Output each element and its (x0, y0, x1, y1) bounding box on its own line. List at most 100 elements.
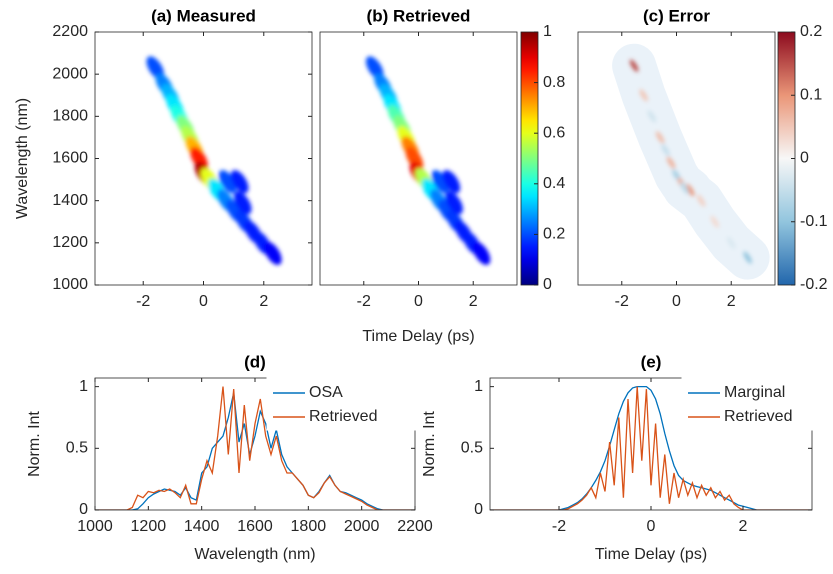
heat-cell (442, 170, 461, 194)
heat-cell (696, 194, 706, 207)
heat-cell (655, 131, 665, 144)
heatmap (612, 43, 770, 280)
x-tick-label: -2 (136, 293, 150, 310)
x-tick-label: 2000 (344, 518, 380, 535)
y-tick-label: 1 (79, 378, 88, 395)
y-axis-label: Norm. Int (26, 411, 43, 477)
legend: OSA Retrieved (266, 377, 416, 431)
heat-cell (472, 241, 491, 265)
y-tick-label: 1000 (52, 276, 88, 293)
lines (490, 385, 812, 510)
legend: Marginal Retrieved (681, 377, 813, 431)
series-line (95, 392, 415, 510)
panel: 0 0.2 0.4 0.6 0.8 1 -2 0 2 (b) Retrieved Time Dela… (319, 6, 565, 345)
colorbar-tick-label: 1 (543, 23, 552, 40)
x-axis-label: Time Delay (ps) (595, 546, 707, 563)
colorbar-tick-label: 0 (543, 276, 552, 293)
heat-cell (743, 251, 752, 264)
y-axis-label: Wavelength (nm) (14, 98, 31, 219)
heat-cell (263, 241, 282, 265)
panel-title: (b) Retrieved (367, 6, 471, 25)
heat-cell (661, 143, 670, 157)
y-axis-label: Norm. Int (421, 411, 438, 477)
legend-label: Marginal (724, 384, 785, 401)
panel: 1000 1200 1400 1600 1800 2000 2200 0 0.5 1 (d) Wave… (26, 352, 433, 563)
series-line (490, 385, 812, 510)
colorbar (520, 31, 539, 286)
colorbar-tick-label: -0.1 (800, 213, 828, 230)
x-axis-label: Wavelength (nm) (194, 546, 315, 563)
heatmap (365, 56, 491, 265)
heat-cell (647, 110, 657, 123)
x-tick-label: 0 (647, 518, 656, 535)
heat-cell (445, 191, 463, 215)
heat-cell (629, 59, 639, 72)
x-tick-label: 0 (414, 293, 423, 310)
heat-cell (666, 156, 676, 169)
panel-title: (c) Error (643, 6, 710, 25)
heat-cell (218, 170, 237, 194)
heat-cell (639, 89, 648, 102)
colorbar-tick-label: 0.8 (543, 74, 565, 91)
x-tick-label: -2 (615, 293, 629, 310)
x-tick-label: -2 (357, 293, 371, 310)
x-tick-label: 0 (672, 293, 681, 310)
panel: -2 0 2 0 0.5 1 (e) Time Delay (ps) Norm. Int Marg… (421, 352, 813, 563)
x-tick-label: 2 (739, 518, 748, 535)
y-tick-label: 0 (79, 501, 88, 518)
colorbar-tick-label: 0.2 (543, 226, 565, 243)
x-tick-label: 2200 (397, 518, 433, 535)
y-tick-label: 0.5 (461, 440, 483, 457)
x-tick-label: 1000 (77, 518, 113, 535)
colorbar-tick-label: -0.2 (800, 276, 828, 293)
y-tick-label: 1 (474, 378, 483, 395)
panel-title: (e) (641, 352, 662, 371)
legend-label: Retrieved (724, 408, 792, 425)
legend-box (681, 377, 813, 431)
blobs (629, 59, 752, 264)
colorbar-tick-label: 0.6 (543, 124, 565, 141)
y-tick-label: 1400 (52, 192, 88, 209)
heat-cell (233, 191, 252, 215)
heat-cell (431, 170, 450, 194)
legend-label: OSA (309, 384, 343, 401)
colorbar-tick-label: 0.1 (800, 86, 822, 103)
colorbar-tick-label: 0 (800, 150, 809, 167)
heat-cell (680, 181, 689, 195)
x-tick-label: 1600 (237, 518, 273, 535)
lines (95, 386, 415, 510)
y-tick-label: 1200 (52, 234, 88, 251)
x-tick-label: 0 (199, 293, 208, 310)
y-tick-label: 2000 (52, 65, 88, 82)
heat-cell (230, 170, 249, 194)
panel: -0.2 -0.1 0 0.1 0.2 -2 0 2 (c) Error (577, 6, 828, 310)
x-tick-label: 1400 (184, 518, 220, 535)
legend-box (266, 377, 416, 431)
y-tick-label: 1600 (52, 150, 88, 167)
x-tick-label: 2 (259, 293, 268, 310)
x-tick-label: 2 (469, 293, 478, 310)
x-tick-label: 2 (727, 293, 736, 310)
series-line (95, 386, 415, 510)
y-tick-label: 1800 (52, 108, 88, 125)
heat-cell (726, 236, 736, 249)
x-axis-label: Time Delay (ps) (362, 328, 474, 345)
heat-cell (710, 215, 720, 228)
panel-title: (a) Measured (151, 6, 256, 25)
heat-cell (685, 184, 695, 197)
legend-label: Retrieved (309, 408, 377, 425)
x-tick-label: 1800 (291, 518, 327, 535)
y-tick-label: 0.5 (66, 440, 88, 457)
panel-title: (d) (244, 352, 266, 371)
y-tick-label: 0 (474, 501, 483, 518)
x-tick-label: -2 (552, 518, 566, 535)
panel: -2 0 2 1000 1200 1400 1600 1800 2000 2200 (a) Meas… (14, 6, 313, 310)
series-line (490, 386, 812, 510)
blobs (365, 56, 491, 265)
heatmap (146, 56, 282, 265)
x-tick-label: 1200 (131, 518, 167, 535)
colorbar-tick-label: 0.4 (543, 175, 565, 192)
y-tick-label: 2200 (52, 23, 88, 40)
colorbar-tick-label: 0.2 (800, 23, 822, 40)
